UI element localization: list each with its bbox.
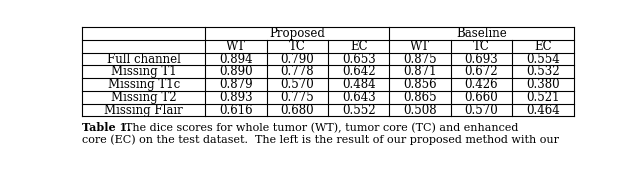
- Text: Full channel: Full channel: [107, 53, 180, 66]
- Text: 0.508: 0.508: [403, 104, 437, 117]
- Text: 0.680: 0.680: [280, 104, 314, 117]
- Text: Proposed: Proposed: [269, 27, 325, 40]
- Text: 0.521: 0.521: [526, 91, 559, 104]
- Text: Baseline: Baseline: [456, 27, 507, 40]
- Text: 0.426: 0.426: [465, 78, 499, 91]
- Text: EC: EC: [350, 40, 367, 53]
- Text: 0.464: 0.464: [526, 104, 560, 117]
- Text: core (EC) on the test dataset.  The left is the result of our proposed method wi: core (EC) on the test dataset. The left …: [83, 135, 559, 145]
- Text: 0.865: 0.865: [403, 91, 437, 104]
- Text: 0.570: 0.570: [280, 78, 314, 91]
- Text: Missing Flair: Missing Flair: [104, 104, 183, 117]
- Text: 0.894: 0.894: [219, 53, 253, 66]
- Text: 0.552: 0.552: [342, 104, 376, 117]
- Text: 0.879: 0.879: [219, 78, 253, 91]
- Text: 0.653: 0.653: [342, 53, 376, 66]
- Text: 0.672: 0.672: [465, 65, 499, 78]
- Text: WT: WT: [226, 40, 246, 53]
- Text: 0.616: 0.616: [219, 104, 253, 117]
- Text: TC: TC: [473, 40, 490, 53]
- Text: 0.643: 0.643: [342, 91, 376, 104]
- Text: The dice scores for whole tumor (WT), tumor core (TC) and enhanced: The dice scores for whole tumor (WT), tu…: [118, 122, 518, 133]
- Text: 0.380: 0.380: [526, 78, 559, 91]
- Text: 0.875: 0.875: [403, 53, 437, 66]
- Text: 0.893: 0.893: [219, 91, 253, 104]
- Text: Missing T1c: Missing T1c: [108, 78, 180, 91]
- Text: 0.660: 0.660: [465, 91, 499, 104]
- Text: 0.532: 0.532: [526, 65, 559, 78]
- Text: Missing T2: Missing T2: [111, 91, 177, 104]
- Text: 0.693: 0.693: [465, 53, 499, 66]
- Text: EC: EC: [534, 40, 552, 53]
- Text: 0.570: 0.570: [465, 104, 499, 117]
- Text: 0.642: 0.642: [342, 65, 376, 78]
- Text: Table 1.: Table 1.: [83, 122, 131, 134]
- Text: 0.554: 0.554: [526, 53, 560, 66]
- Text: WT: WT: [410, 40, 430, 53]
- Text: 0.484: 0.484: [342, 78, 376, 91]
- Text: TC: TC: [289, 40, 306, 53]
- Text: 0.856: 0.856: [403, 78, 437, 91]
- Text: 0.790: 0.790: [280, 53, 314, 66]
- Text: 0.775: 0.775: [280, 91, 314, 104]
- Text: 0.778: 0.778: [280, 65, 314, 78]
- Text: 0.890: 0.890: [219, 65, 253, 78]
- Text: Missing T1: Missing T1: [111, 65, 177, 78]
- Text: 0.871: 0.871: [403, 65, 437, 78]
